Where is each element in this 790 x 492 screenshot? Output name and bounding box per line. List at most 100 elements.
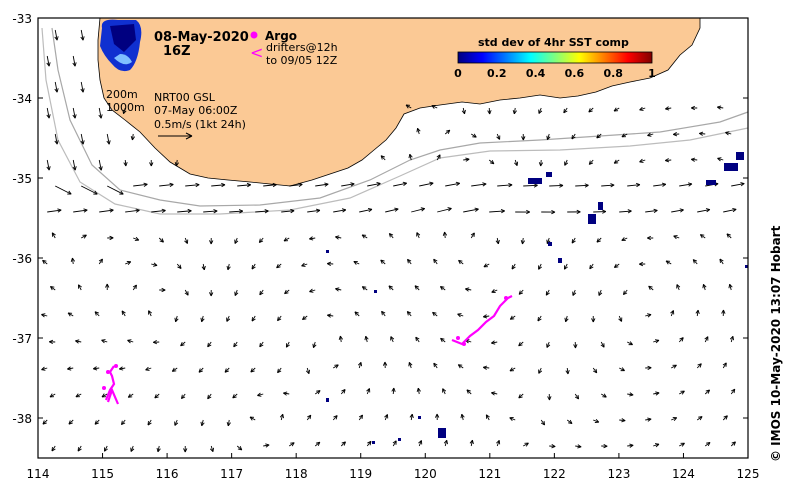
current-arrow <box>201 263 206 271</box>
current-arrow <box>515 209 531 215</box>
current-arrow <box>497 182 513 188</box>
map-date: 08-May-2020 <box>154 30 249 45</box>
current-arrow <box>101 339 108 344</box>
current-arrow <box>203 209 218 214</box>
current-arrow <box>159 182 174 187</box>
current-arrow <box>571 237 576 244</box>
current-arrow <box>288 442 295 447</box>
scale-arrow-icon <box>158 132 193 140</box>
current-arrow <box>434 413 440 421</box>
current-arrow <box>335 235 342 240</box>
sst-patch <box>326 250 329 253</box>
lon-tick-label: 120 <box>414 467 437 481</box>
colorbar-tick-label: 0.8 <box>603 67 623 80</box>
current-arrow <box>489 209 505 214</box>
current-arrow <box>470 232 475 239</box>
lat-tick-label: -38 <box>12 412 32 426</box>
current-arrow <box>565 367 570 375</box>
sst-patch <box>528 178 542 184</box>
current-arrow <box>125 208 140 213</box>
current-arrow <box>367 182 381 187</box>
current-arrow <box>361 234 368 239</box>
current-arrow <box>289 182 303 187</box>
current-arrow <box>312 341 317 349</box>
sst-patch <box>418 416 421 419</box>
current-arrow <box>94 311 100 317</box>
current-arrow <box>514 159 519 167</box>
current-arrow <box>309 288 316 293</box>
current-arrow <box>46 107 51 119</box>
current-arrow <box>77 445 82 452</box>
current-arrow <box>621 237 628 242</box>
current-arrow <box>418 440 423 447</box>
lat-tick-label: -33 <box>12 12 32 26</box>
current-arrow <box>695 309 700 317</box>
current-arrow <box>613 159 620 164</box>
sst-patch <box>548 242 552 246</box>
current-arrow <box>416 232 421 239</box>
argo-label: Argo <box>265 29 297 43</box>
current-arrow <box>249 416 256 421</box>
current-arrow <box>416 387 421 395</box>
current-arrow <box>596 237 602 243</box>
current-arrow <box>127 339 134 344</box>
current-arrow <box>598 289 603 296</box>
current-arrow <box>393 181 407 187</box>
current-arrow <box>679 442 685 447</box>
current-arrow <box>730 388 736 395</box>
sst-stddev-patches <box>100 19 748 444</box>
current-arrow <box>546 133 551 141</box>
current-arrow <box>104 445 108 452</box>
lon-tick-label: 116 <box>156 467 179 481</box>
current-arrow <box>132 284 137 291</box>
current-arrow <box>483 314 490 319</box>
current-arrow <box>123 159 128 167</box>
current-arrow <box>41 366 48 371</box>
current-arrow <box>485 414 490 421</box>
current-arrow <box>333 208 347 213</box>
lon-tick-label: 115 <box>91 467 114 481</box>
current-arrow <box>487 107 492 115</box>
current-arrow <box>692 259 698 265</box>
current-arrow <box>75 339 82 344</box>
current-arrow <box>209 289 214 297</box>
current-arrow <box>54 81 59 93</box>
contour-200-label: 200m <box>106 88 138 101</box>
current-arrow <box>442 231 448 239</box>
current-arrow <box>159 287 166 293</box>
drifter-legend-icon: < <box>250 43 263 62</box>
current-arrow <box>384 414 389 421</box>
current-arrow <box>697 208 711 213</box>
current-arrow <box>406 311 412 317</box>
current-arrow <box>51 232 56 239</box>
lon-tick-label: 119 <box>349 467 372 481</box>
current-arrow <box>653 339 660 344</box>
current-arrow <box>671 417 678 421</box>
drifters-label-line2: to 09/05 12Z <box>266 54 338 67</box>
current-arrow <box>665 260 672 265</box>
current-arrow <box>433 362 438 369</box>
current-arrow <box>153 340 160 345</box>
current-arrow <box>491 391 498 396</box>
current-arrow <box>653 391 660 396</box>
current-arrow <box>444 129 451 135</box>
current-arrow <box>639 261 646 267</box>
current-arrow <box>431 104 438 109</box>
sst-patch <box>372 441 375 444</box>
lon-tick-label: 123 <box>607 467 630 481</box>
current-arrow <box>73 208 88 213</box>
product-time: 07-May 06:00Z <box>154 104 238 117</box>
current-arrow <box>653 443 660 448</box>
current-arrow <box>198 367 204 373</box>
current-arrow <box>380 155 386 161</box>
current-arrow <box>105 283 110 291</box>
current-arrow <box>491 340 498 345</box>
current-arrow <box>520 237 526 245</box>
current-arrow <box>259 341 264 348</box>
current-arrow <box>671 208 684 213</box>
current-arrow <box>437 207 452 213</box>
current-arrow <box>538 107 543 114</box>
current-arrow <box>125 261 132 265</box>
current-arrow <box>224 367 230 373</box>
